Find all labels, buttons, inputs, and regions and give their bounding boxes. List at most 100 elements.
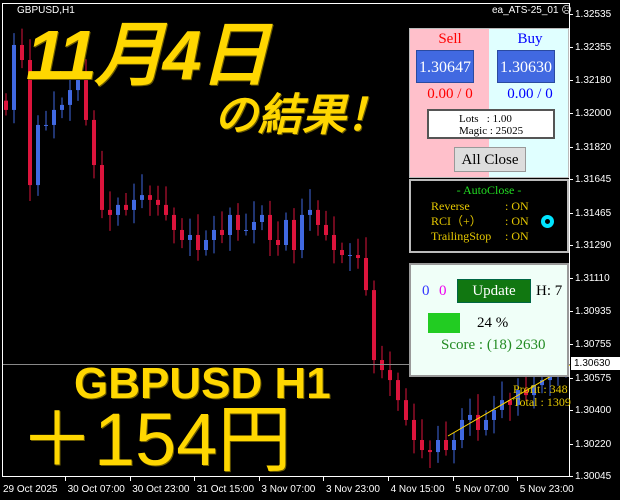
- count-blue: 0: [422, 283, 430, 299]
- auto-close-title: - AutoClose -: [456, 183, 522, 197]
- candle-body: [84, 80, 88, 120]
- row-label: RCI（+）: [431, 214, 482, 228]
- count-magenta: 0: [439, 283, 447, 299]
- candle-body: [276, 239, 280, 245]
- candle: [428, 440, 432, 469]
- candle-body: [508, 400, 512, 405]
- buy-pl: 0.00 / 0: [507, 86, 553, 102]
- price-tick: [569, 179, 573, 181]
- buy-button[interactable]: 1.30630: [497, 50, 555, 83]
- candle-body: [436, 440, 440, 453]
- candle-body: [60, 104, 64, 110]
- candle-body: [308, 209, 312, 215]
- all-close-button[interactable]: All Close: [454, 147, 526, 172]
- candle: [84, 59, 88, 126]
- time-tick: [323, 477, 325, 481]
- chart-area[interactable]: [2, 3, 570, 477]
- candle: [52, 91, 56, 139]
- candle: [44, 110, 48, 131]
- candle: [220, 211, 224, 244]
- candle: [188, 218, 192, 256]
- time-tick-label: 5 Nov 23:00: [519, 484, 574, 495]
- candle: [60, 97, 64, 119]
- row-label: Reverse: [431, 199, 470, 213]
- auto-close-row: RCI（+）: ON: [431, 214, 529, 228]
- pair-label: GBPUSD H1: [74, 359, 331, 408]
- price-tick-label: 1.31110: [575, 273, 610, 285]
- candle-body: [516, 390, 520, 405]
- price-tick-label: 1.30755: [575, 339, 612, 351]
- buy-label: Buy: [517, 31, 543, 47]
- candle: [300, 198, 304, 259]
- candle-body: [452, 440, 456, 451]
- auto-close-row: Reverse: ON: [431, 199, 529, 213]
- candle: [292, 208, 296, 264]
- candle: [236, 203, 240, 241]
- price-tick-label: 1.31820: [575, 141, 612, 153]
- price-tick: [569, 410, 573, 412]
- time-tick-label: 31 Oct 15:00: [196, 484, 255, 495]
- candle: [324, 210, 328, 241]
- time-tick-label: 3 Nov 07:00: [261, 484, 316, 495]
- candle-body: [348, 255, 352, 257]
- price-tick-label: 1.32000: [575, 108, 612, 120]
- price-tick: [569, 377, 573, 379]
- price-tick: [569, 212, 573, 214]
- candle: [484, 410, 488, 436]
- candle-body: [36, 124, 40, 186]
- candle: [420, 419, 424, 459]
- price-tick-label: 1.32535: [575, 9, 612, 20]
- auto-close-panel: - AutoClose - Reverse: ON RCI（+）: ON Tra…: [409, 179, 569, 253]
- time-tick-label: 4 Nov 15:00: [390, 484, 445, 495]
- result-amount: ＋154円: [20, 398, 292, 481]
- price-tick-label: 1.31290: [575, 240, 612, 251]
- candle: [28, 39, 32, 202]
- update-button[interactable]: Update: [457, 279, 531, 303]
- candle: [212, 215, 216, 254]
- candle-body: [420, 440, 424, 451]
- row-value: : ON: [505, 229, 529, 243]
- candle: [116, 197, 120, 226]
- sell-button[interactable]: 1.30647: [416, 50, 474, 83]
- candle-body: [340, 250, 344, 256]
- candle: [444, 421, 448, 456]
- candle: [372, 280, 376, 374]
- price-tick: [569, 278, 573, 280]
- candle-body: [492, 409, 496, 420]
- title-result: の結果！: [214, 91, 390, 140]
- price-tick: [569, 47, 573, 49]
- time-tick: [258, 477, 260, 481]
- candle-body: [332, 234, 336, 251]
- candle: [108, 191, 112, 231]
- price-tick-label: 1.30220: [575, 438, 612, 450]
- trade-panel: Sell Buy 1.30647 1.30630 0.00 / 0 0.00 /…: [409, 28, 569, 178]
- candle: [92, 110, 96, 179]
- candle-body: [388, 370, 392, 381]
- candle: [100, 150, 104, 219]
- candle-body: [404, 400, 408, 420]
- price-tick-label: 1.32355: [575, 42, 612, 54]
- price-tick-label: 1.30935: [575, 305, 612, 317]
- price-tick: [569, 344, 573, 346]
- candle: [228, 207, 232, 251]
- candle-body: [228, 214, 232, 235]
- candle-body: [140, 195, 144, 200]
- price-tick-label: 1.31645: [575, 174, 612, 186]
- candle-body: [44, 124, 48, 126]
- candle-body: [188, 234, 192, 240]
- candle: [132, 183, 136, 224]
- candle: [348, 243, 352, 271]
- candle: [36, 115, 40, 196]
- price-tick: [569, 146, 573, 148]
- candle-body: [356, 255, 360, 258]
- candle: [156, 185, 160, 216]
- candle: [380, 345, 384, 379]
- candle: [180, 218, 184, 249]
- candle: [260, 205, 264, 231]
- price-tick: [569, 310, 573, 312]
- price-tick: [569, 245, 573, 246]
- candle-body: [324, 224, 328, 235]
- ring-indicator-icon: [541, 215, 554, 228]
- candle: [340, 242, 344, 264]
- time-tick-label: 30 Oct 23:00: [132, 484, 190, 495]
